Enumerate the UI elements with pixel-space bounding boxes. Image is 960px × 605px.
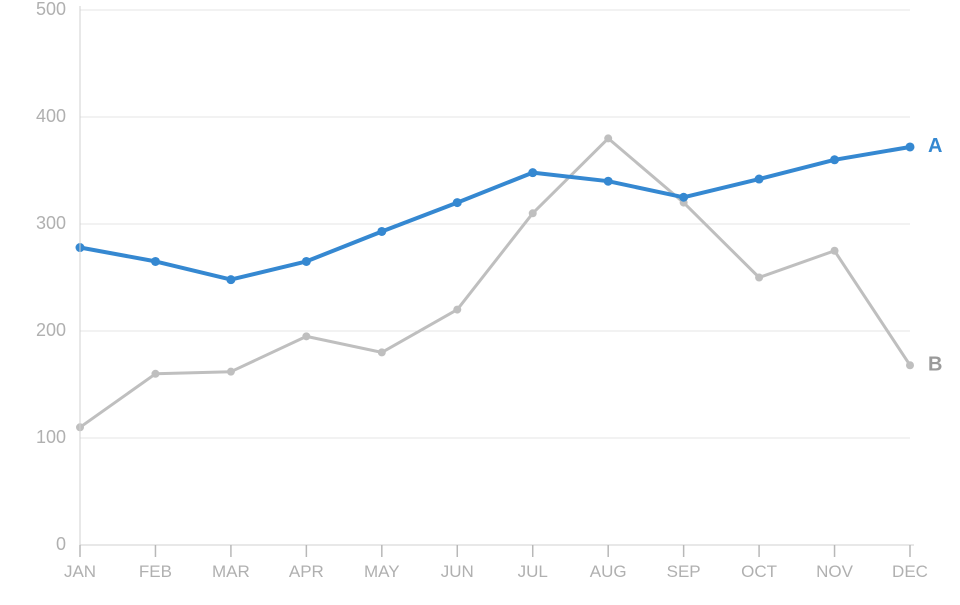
series-A-label: A [928, 135, 942, 157]
series-B-marker [831, 247, 839, 255]
y-tick-label: 100 [36, 427, 66, 447]
y-tick-label: 200 [36, 320, 66, 340]
series-A-marker [302, 257, 311, 266]
chart-svg: 0 100 200 300 400 500 B A JAN FEB MAR APR MAY JUN JUL A… [0, 0, 960, 605]
x-tick-label: MAY [364, 562, 400, 581]
series-A-marker [830, 155, 839, 164]
x-tick-label: APR [289, 562, 324, 581]
x-tick-label: JAN [64, 562, 96, 581]
series-A-marker [679, 193, 688, 202]
series-A-marker [528, 168, 537, 177]
line-chart: 0 100 200 300 400 500 B A JAN FEB MAR APR MAY JUN JUL A… [0, 0, 960, 605]
x-tick-label: AUG [590, 562, 627, 581]
x-tick-label: NOV [816, 562, 854, 581]
series-A-marker [755, 175, 764, 184]
y-tick-label: 0 [56, 534, 66, 554]
x-tick-label: OCT [741, 562, 777, 581]
series-B-marker [227, 368, 235, 376]
x-tick-label: FEB [139, 562, 172, 581]
series-B-marker [529, 209, 537, 217]
y-tick-label: 400 [36, 106, 66, 126]
x-tick-label: DEC [892, 562, 928, 581]
series-B-marker [151, 370, 159, 378]
series-B-marker [302, 332, 310, 340]
series-A-marker [604, 177, 613, 186]
series-B-marker [453, 306, 461, 314]
y-tick-label: 300 [36, 213, 66, 233]
series-A-marker [377, 227, 386, 236]
series-B-marker [906, 361, 914, 369]
x-tick-label: JUN [441, 562, 474, 581]
x-tick-label: SEP [667, 562, 701, 581]
series-B-marker [378, 348, 386, 356]
series-A-marker [906, 142, 915, 151]
series-A-marker [226, 275, 235, 284]
series-A-marker [453, 198, 462, 207]
series-B-marker [604, 134, 612, 142]
x-tick-label: JUL [518, 562, 548, 581]
series-B-label: B [928, 354, 942, 376]
y-tick-label: 500 [36, 0, 66, 19]
series-A-marker [151, 257, 160, 266]
series-B-line [80, 138, 910, 427]
x-tick-label: MAR [212, 562, 250, 581]
series-B-marker [755, 274, 763, 282]
